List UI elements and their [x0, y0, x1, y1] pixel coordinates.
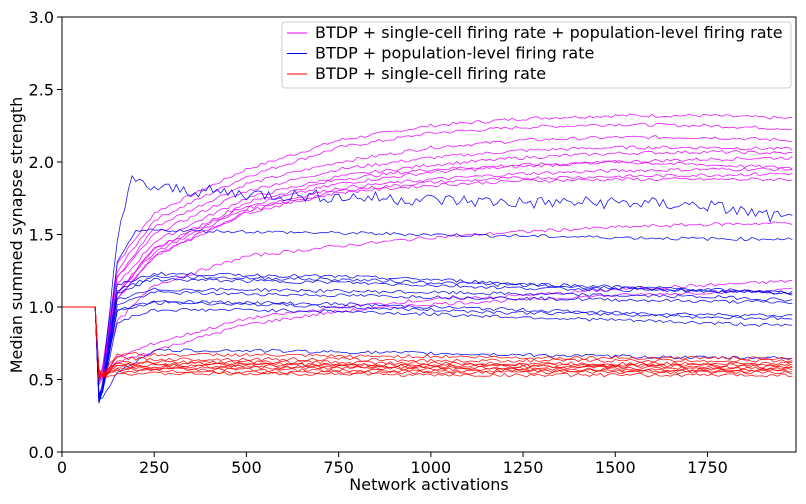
series-line	[62, 306, 793, 377]
y-axis: 0.0 0.5 1.0 1.5 2.0 2.5 3.0	[29, 8, 62, 462]
series-line	[62, 228, 793, 396]
series-line	[62, 287, 793, 396]
x-axis: 0 250 500 750 1000 1250 1500 1750	[57, 452, 728, 477]
y-tick-label: 3.0	[29, 8, 54, 27]
series-line	[62, 306, 793, 376]
series-line	[62, 150, 793, 379]
series-line	[62, 221, 793, 383]
series-line	[62, 135, 793, 384]
y-tick-label: 1.0	[29, 298, 54, 317]
series-line	[62, 155, 793, 379]
y-tick-label: 1.5	[29, 226, 54, 245]
y-tick-label: 0.0	[29, 443, 54, 462]
x-tick-label: 500	[231, 458, 262, 477]
series-line	[62, 277, 793, 403]
series-line	[62, 159, 793, 377]
series-line	[62, 287, 793, 382]
series-line	[62, 145, 793, 380]
y-tick-label: 0.5	[29, 371, 54, 390]
legend-label: BTDP + single-cell firing rate	[315, 64, 546, 83]
series-line	[62, 306, 793, 375]
series-line	[62, 172, 793, 378]
chart-curves	[62, 113, 793, 404]
y-tick-label: 2.5	[29, 81, 54, 100]
series-line	[62, 300, 793, 404]
x-tick-label: 1500	[595, 458, 636, 477]
series-line	[62, 177, 793, 379]
series-line	[62, 306, 793, 377]
legend-box	[281, 21, 792, 89]
series-line	[62, 306, 793, 377]
legend: BTDP + single-cell firing rate + populat…	[281, 21, 792, 89]
series-line	[62, 113, 793, 382]
legend-label: BTDP + population-level firing rate	[315, 44, 594, 63]
series-line	[62, 306, 793, 375]
x-tick-label: 1250	[503, 458, 544, 477]
x-tick-label: 1000	[410, 458, 451, 477]
series-line	[62, 271, 793, 400]
x-axis-label: Network activations	[349, 475, 508, 494]
x-tick-label: 1750	[687, 458, 728, 477]
x-tick-label: 750	[323, 458, 354, 477]
series-line	[62, 306, 793, 395]
series-line	[62, 122, 793, 382]
x-tick-label: 0	[57, 458, 67, 477]
series-line	[62, 167, 793, 381]
series-line	[62, 174, 793, 400]
x-tick-label: 250	[139, 458, 170, 477]
y-tick-label: 2.0	[29, 153, 54, 172]
series-line	[62, 306, 793, 400]
series-line	[62, 306, 793, 378]
y-axis-label: Median summed synapse strength	[7, 97, 26, 374]
legend-label: BTDP + single-cell firing rate + populat…	[315, 23, 783, 42]
series-line	[62, 290, 793, 396]
